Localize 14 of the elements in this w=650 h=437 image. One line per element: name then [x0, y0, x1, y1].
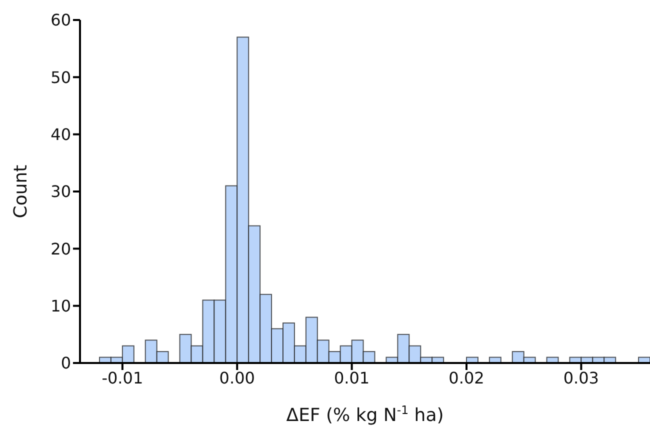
y-tick-label: 30: [50, 182, 71, 202]
y-tick-label: 10: [50, 296, 71, 316]
x-axis-title: ΔEF (% kg N$^{-1}$ ha): [286, 403, 444, 426]
y-tick-label: 50: [50, 68, 71, 87]
y-tick-label: 20: [50, 239, 71, 258]
y-tick-label: 60: [50, 10, 71, 30]
x-tick-label: 0.02: [448, 368, 484, 388]
x-tick-label: 0.01: [334, 368, 370, 388]
x-tick-label: 0.03: [563, 368, 599, 388]
x-tick-label: -0.01: [102, 368, 144, 388]
y-tick-label: 0: [60, 354, 71, 373]
y-axis-title: Count: [10, 164, 32, 218]
x-tick-label: 0.00: [219, 368, 255, 388]
y-tick-label: 40: [50, 125, 71, 144]
